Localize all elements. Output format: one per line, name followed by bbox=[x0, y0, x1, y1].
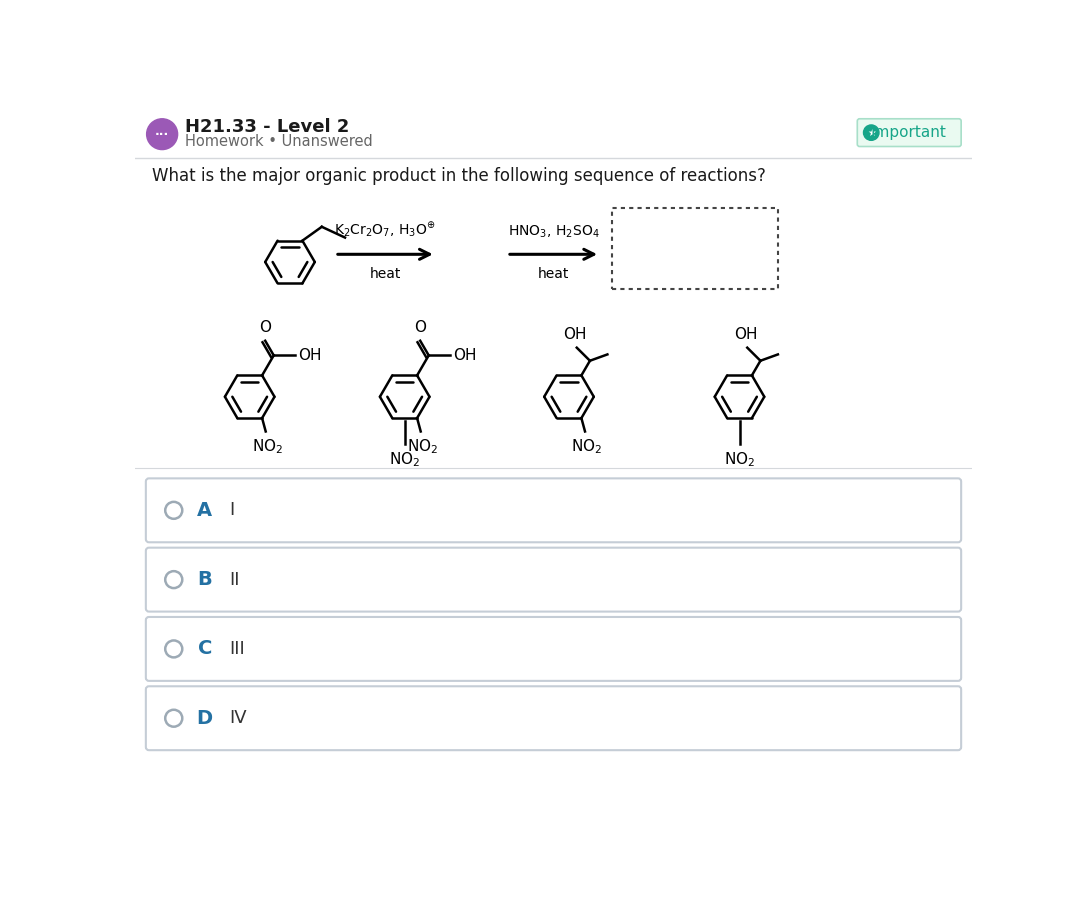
Text: I: I bbox=[247, 479, 253, 497]
Text: What is the major organic product in the following sequence of reactions?: What is the major organic product in the… bbox=[152, 166, 766, 184]
Circle shape bbox=[165, 572, 183, 588]
Text: Homework • Unanswered: Homework • Unanswered bbox=[186, 134, 373, 149]
Text: ···: ··· bbox=[156, 128, 170, 140]
FancyBboxPatch shape bbox=[146, 617, 961, 681]
Text: O: O bbox=[415, 320, 427, 335]
Circle shape bbox=[864, 125, 879, 140]
Text: heat: heat bbox=[538, 266, 569, 281]
FancyBboxPatch shape bbox=[146, 479, 961, 543]
Text: heat: heat bbox=[369, 266, 401, 281]
Text: HNO$_3$, H$_2$SO$_4$: HNO$_3$, H$_2$SO$_4$ bbox=[508, 224, 599, 240]
Circle shape bbox=[165, 641, 183, 657]
FancyBboxPatch shape bbox=[858, 119, 961, 147]
Text: IV: IV bbox=[731, 479, 748, 497]
FancyBboxPatch shape bbox=[146, 687, 961, 751]
Text: III: III bbox=[562, 479, 577, 497]
Text: K$_2$Cr$_2$O$_7$, H$_3$O$^{\oplus}$: K$_2$Cr$_2$O$_7$, H$_3$O$^{\oplus}$ bbox=[335, 221, 436, 240]
Text: I: I bbox=[230, 501, 234, 519]
Text: H21.33 - Level 2: H21.33 - Level 2 bbox=[186, 118, 350, 136]
Text: O: O bbox=[259, 320, 271, 335]
Text: NO$_2$: NO$_2$ bbox=[252, 437, 283, 456]
Text: A: A bbox=[198, 500, 213, 520]
Bar bbox=[611, 208, 779, 289]
Text: C: C bbox=[198, 639, 212, 659]
Text: III: III bbox=[230, 640, 245, 658]
Text: II: II bbox=[230, 571, 240, 589]
Text: OH: OH bbox=[454, 348, 477, 363]
Text: IV: IV bbox=[230, 709, 247, 727]
Text: Important: Important bbox=[870, 125, 946, 140]
Text: NO$_2$: NO$_2$ bbox=[724, 451, 755, 470]
Text: D: D bbox=[197, 708, 213, 728]
Text: OH: OH bbox=[564, 328, 586, 342]
Text: B: B bbox=[198, 570, 212, 590]
Text: ★: ★ bbox=[867, 128, 876, 138]
Circle shape bbox=[147, 119, 177, 149]
Text: II: II bbox=[400, 487, 409, 505]
Text: NO$_2$: NO$_2$ bbox=[389, 451, 420, 470]
FancyBboxPatch shape bbox=[146, 548, 961, 612]
Circle shape bbox=[165, 710, 183, 726]
Text: NO$_2$: NO$_2$ bbox=[407, 437, 437, 456]
Circle shape bbox=[165, 502, 183, 518]
Text: NO$_2$: NO$_2$ bbox=[571, 437, 603, 456]
Text: OH: OH bbox=[734, 328, 757, 342]
Text: OH: OH bbox=[298, 348, 322, 363]
